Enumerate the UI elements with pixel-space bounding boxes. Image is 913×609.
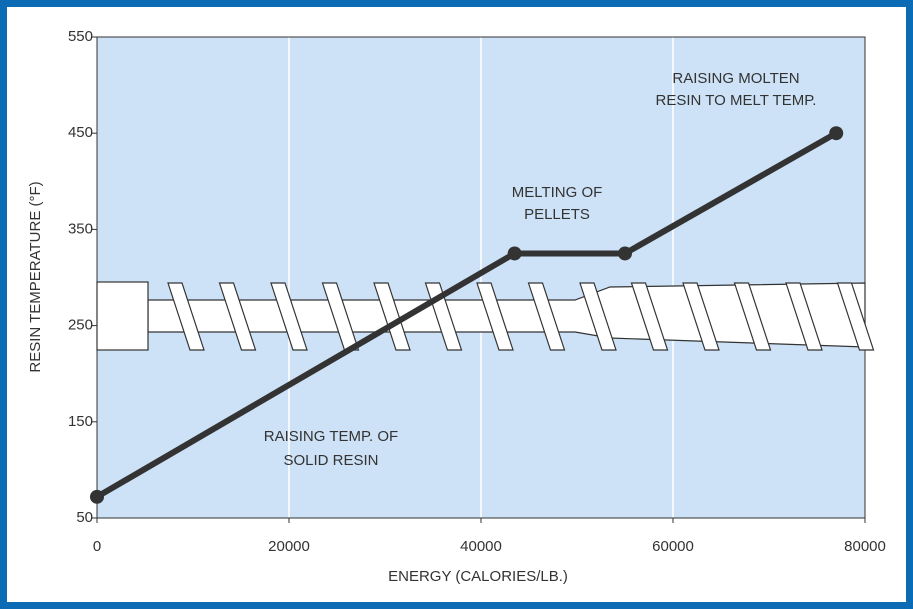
x-axis-label: ENERGY (CALORIES/LB.) [388, 568, 568, 585]
y-tick-label: 550 [68, 28, 93, 45]
screw-flight [218, 282, 257, 351]
data-line [95, 130, 838, 500]
x-tick-label: 80000 [844, 538, 886, 555]
screw-flight [270, 282, 308, 351]
plot-border [96, 36, 866, 519]
data-point [618, 246, 632, 261]
x-tick-label: 60000 [652, 538, 694, 555]
annotation: RAISING MOLTEN [672, 70, 799, 87]
y-tick-label: 150 [68, 413, 93, 430]
barrel-end [96, 281, 149, 351]
screw-flight [321, 282, 360, 351]
overlay: 0 20000 40000 60000 80000 50 150 250 350 450 550 [68, 28, 886, 555]
annotation: RAISING TEMP. OF [264, 428, 398, 445]
annotation: SOLID RESIN [283, 452, 378, 469]
data-point [829, 126, 844, 141]
annotation: RESIN TO MELT TEMP. [656, 92, 817, 109]
plot-area [92, 36, 866, 523]
screw-flight [785, 282, 823, 351]
data-point [90, 489, 104, 504]
y-tick-label: 250 [68, 317, 93, 334]
y-tick-label: 350 [68, 220, 93, 237]
x-tick-label: 0 [93, 538, 101, 555]
screw-flight [476, 282, 514, 351]
screw-flight [579, 282, 617, 351]
screw-flight [167, 282, 205, 351]
y-tick-label: 50 [76, 509, 93, 526]
y-axis-label: RESIN TEMPERATURE (°F) [27, 181, 44, 372]
screw-illustration [96, 281, 875, 351]
annotation: PELLETS [524, 206, 590, 223]
data-point [507, 246, 522, 261]
x-tick-label: 40000 [460, 538, 502, 555]
x-tick-label: 20000 [268, 538, 310, 555]
screw-flight [682, 282, 720, 351]
screw-flight [733, 282, 772, 351]
y-tick-label: 450 [68, 124, 93, 141]
annotation: MELTING OF [512, 184, 603, 201]
screw-flight [836, 282, 875, 351]
screw-flight [527, 282, 566, 351]
screw-flight [630, 282, 669, 351]
